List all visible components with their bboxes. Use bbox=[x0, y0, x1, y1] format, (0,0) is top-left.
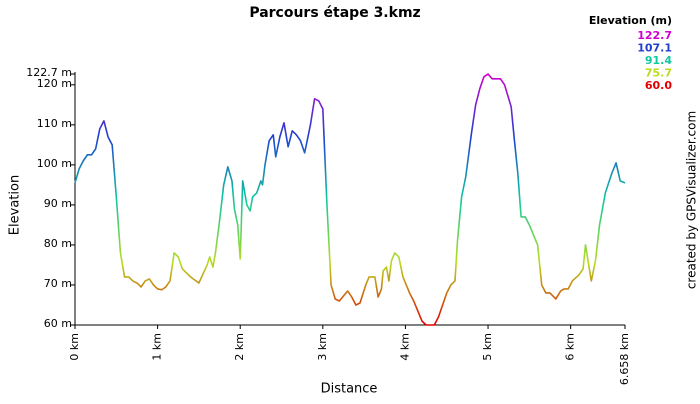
elevation-line bbox=[74, 73, 626, 326]
x-axis-title: Distance bbox=[321, 382, 378, 397]
legend-value: 75.7 bbox=[645, 67, 672, 80]
y-tick-label: 100 m bbox=[37, 157, 72, 170]
x-tick-label: 2 km bbox=[233, 333, 246, 361]
x-tick-label: 6.658 km bbox=[618, 333, 631, 385]
x-tick-label: 4 km bbox=[398, 333, 411, 361]
x-tick-label: 5 km bbox=[481, 333, 494, 361]
legend-value: 107.1 bbox=[637, 42, 672, 55]
credit: created by GPSVisualizer.com bbox=[685, 111, 699, 289]
x-tick-label: 1 km bbox=[151, 333, 164, 361]
chart-title: Parcours étape 3.kmz bbox=[249, 5, 420, 21]
x-tick-label: 6 km bbox=[564, 333, 577, 361]
y-tick-label: 80 m bbox=[44, 237, 72, 250]
x-tick-label: 0 km bbox=[68, 333, 81, 361]
legend-value: 122.7 bbox=[637, 29, 672, 42]
legend-value: 91.4 bbox=[645, 54, 672, 67]
legend-value: 60.0 bbox=[645, 79, 672, 92]
y-axis-title: Elevation bbox=[8, 175, 23, 235]
y-tick-label: 110 m bbox=[37, 117, 72, 130]
x-tick-label: 3 km bbox=[316, 333, 329, 361]
y-tick-label: 60 m bbox=[44, 317, 72, 330]
y-tick-label: 90 m bbox=[44, 197, 72, 210]
y-tick-label: 70 m bbox=[44, 277, 72, 290]
y-tick-label: 122.7 m bbox=[26, 66, 72, 79]
legend-title: Elevation (m) bbox=[589, 14, 672, 27]
y-tick-label: 120 m bbox=[37, 77, 72, 90]
